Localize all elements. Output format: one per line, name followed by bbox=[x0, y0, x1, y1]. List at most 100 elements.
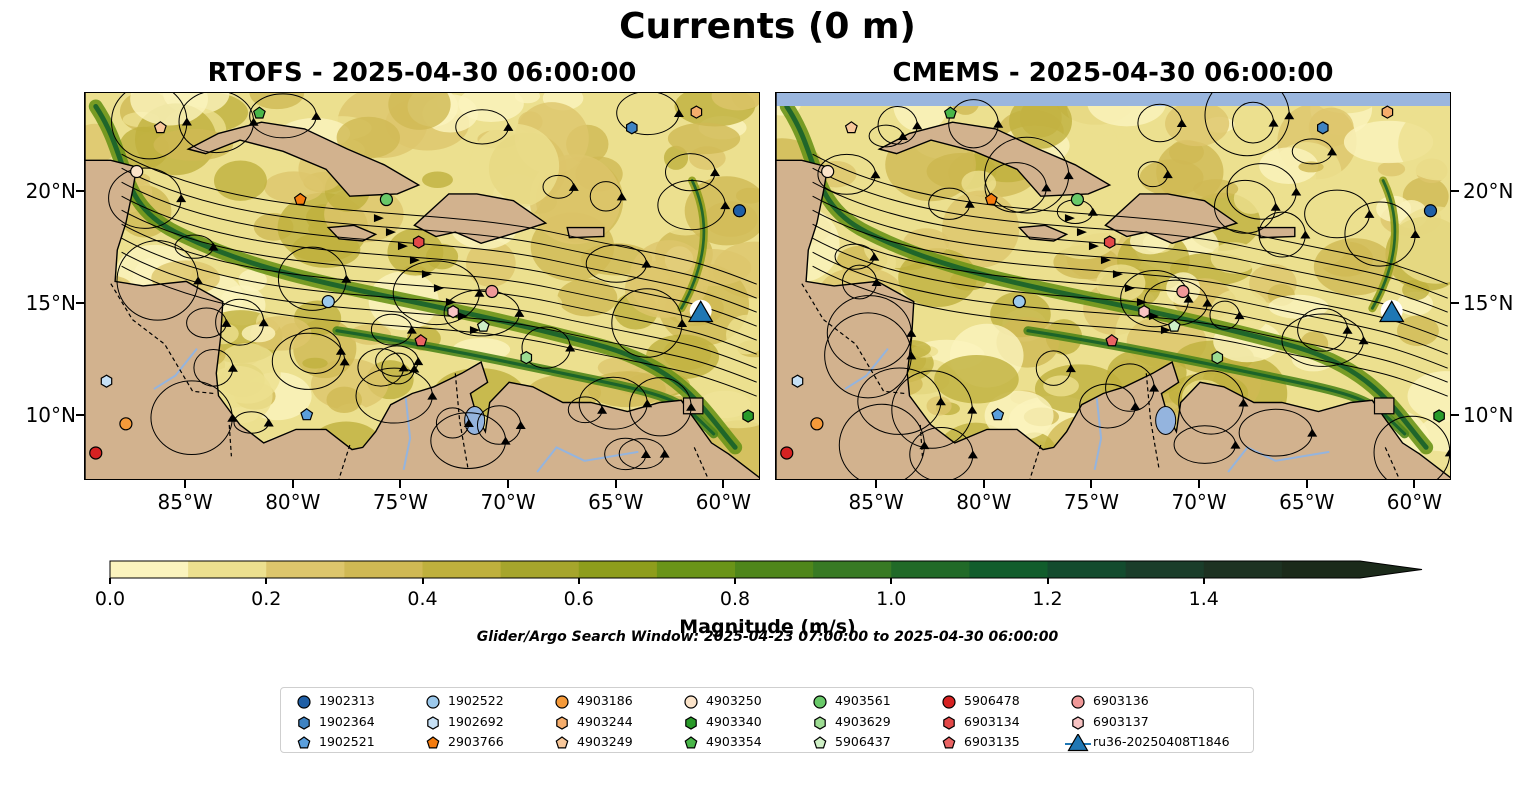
float-marker bbox=[1211, 350, 1224, 365]
streamline-arrow bbox=[469, 326, 480, 335]
float-marker bbox=[89, 446, 103, 460]
float-marker bbox=[1012, 294, 1026, 309]
streamline-arrow bbox=[1291, 187, 1302, 196]
streamline-arrow bbox=[263, 418, 274, 427]
magnitude-patch bbox=[302, 357, 328, 369]
colorbar-segment bbox=[1281, 561, 1361, 578]
streamline bbox=[121, 181, 757, 313]
legend-label: 6903134 bbox=[964, 713, 1020, 729]
country-border bbox=[338, 444, 351, 479]
float-marker bbox=[780, 446, 794, 460]
river bbox=[1093, 397, 1103, 470]
legend-label: 4903249 bbox=[577, 734, 633, 749]
float-marker bbox=[321, 294, 335, 309]
x-tick-label: 65°W bbox=[588, 490, 644, 514]
lake bbox=[464, 405, 486, 435]
map-canvas bbox=[776, 93, 1450, 479]
magnitude-patch bbox=[522, 291, 563, 317]
legend-swatch bbox=[297, 695, 311, 709]
colorbar-segment bbox=[656, 561, 736, 578]
y-tick bbox=[76, 189, 84, 192]
streamline-arrow bbox=[339, 357, 350, 366]
mainland-landmass bbox=[85, 93, 759, 479]
streamline-arrow bbox=[406, 325, 417, 334]
magnitude-patch bbox=[1268, 294, 1329, 319]
circle-marker-icon bbox=[942, 695, 956, 709]
hexagon-marker-icon bbox=[1072, 715, 1084, 730]
colorbar-tick bbox=[1202, 578, 1205, 584]
streamline-arrow bbox=[1112, 270, 1123, 279]
current-core bbox=[679, 179, 706, 310]
float-marker bbox=[1381, 105, 1394, 119]
streamline-arrow bbox=[677, 319, 688, 328]
colorbar-tick-label: 0.8 bbox=[719, 588, 751, 610]
streamline-arrow bbox=[341, 274, 352, 283]
colorbar-tick bbox=[1046, 578, 1049, 584]
magnitude-patch bbox=[238, 269, 267, 292]
streamline-arrow bbox=[906, 328, 917, 337]
magnitude-patch bbox=[711, 93, 759, 111]
colorbar-tick-label: 0.4 bbox=[407, 588, 438, 610]
magnitude-patch bbox=[249, 93, 305, 110]
y-tick bbox=[76, 301, 84, 304]
colorbar-segment bbox=[266, 561, 345, 578]
streamline-arrow bbox=[1183, 294, 1194, 303]
float-marker bbox=[984, 192, 998, 206]
magnitude-patch bbox=[387, 228, 444, 276]
legend-label: 6903135 bbox=[964, 734, 1020, 749]
streamline-arrow bbox=[1176, 118, 1187, 127]
x-tick-label: 70°W bbox=[1171, 490, 1227, 514]
magnitude-patch bbox=[557, 278, 618, 317]
y-tick-label: 20°N bbox=[1463, 178, 1514, 203]
legend-swatch bbox=[1071, 695, 1085, 709]
streamline-arrow bbox=[311, 111, 322, 120]
float-marker bbox=[742, 409, 754, 423]
magnitude-patch bbox=[1193, 179, 1239, 199]
streamline-arrow bbox=[397, 242, 408, 251]
x-tick-label: 80°W bbox=[265, 490, 321, 514]
legend: 1902313 1902364 1902521 1902522 1902692 29037… bbox=[280, 687, 1254, 753]
x-tick-label: 85°W bbox=[157, 490, 213, 514]
colorbar-segment bbox=[188, 561, 267, 578]
legend-swatch bbox=[556, 715, 568, 730]
magnitude-patch bbox=[667, 122, 741, 155]
colorbar-tick-label: 1.2 bbox=[1032, 588, 1063, 610]
y-tick bbox=[1451, 413, 1459, 416]
map-canvas bbox=[85, 93, 759, 479]
island-landmass bbox=[1257, 226, 1296, 239]
legend-label: 4903561 bbox=[835, 693, 891, 708]
float-marker bbox=[485, 284, 499, 299]
streamline-arrow bbox=[500, 436, 511, 445]
x-tick-label: 60°W bbox=[695, 490, 751, 514]
legend-label: 4903244 bbox=[577, 713, 633, 729]
figure-suptitle: Currents (0 m) bbox=[619, 6, 916, 47]
magnitude-patch bbox=[663, 145, 689, 170]
streamline-arrow bbox=[869, 252, 880, 261]
streamline-arrow bbox=[515, 421, 526, 430]
magnitude-patch bbox=[1259, 147, 1319, 184]
x-tick-label: 70°W bbox=[480, 490, 536, 514]
magnitude-patch bbox=[1313, 238, 1396, 296]
float-marker bbox=[119, 417, 133, 431]
x-tick bbox=[722, 480, 725, 488]
y-tick-label: 15°N bbox=[1463, 290, 1514, 315]
hexagon-marker-icon bbox=[685, 715, 697, 730]
x-tick-label: 85°W bbox=[848, 490, 904, 514]
pentagon-marker-icon bbox=[942, 736, 956, 749]
streamline-arrow bbox=[912, 121, 923, 130]
river bbox=[402, 397, 412, 470]
hexagon-marker-icon bbox=[427, 715, 439, 730]
streamline bbox=[812, 265, 1448, 397]
legend-label: 5906478 bbox=[964, 693, 1020, 708]
colorbar-segment bbox=[500, 561, 580, 578]
streamline-arrow bbox=[906, 351, 917, 360]
float-marker bbox=[100, 374, 113, 388]
x-tick bbox=[507, 480, 510, 488]
country-border bbox=[1384, 447, 1399, 477]
float-marker bbox=[943, 106, 957, 119]
streamline-arrow bbox=[871, 278, 882, 287]
legend-swatch bbox=[426, 695, 440, 709]
streamline-arrow bbox=[1444, 448, 1450, 457]
float-marker bbox=[447, 305, 459, 319]
float-marker bbox=[821, 164, 835, 179]
